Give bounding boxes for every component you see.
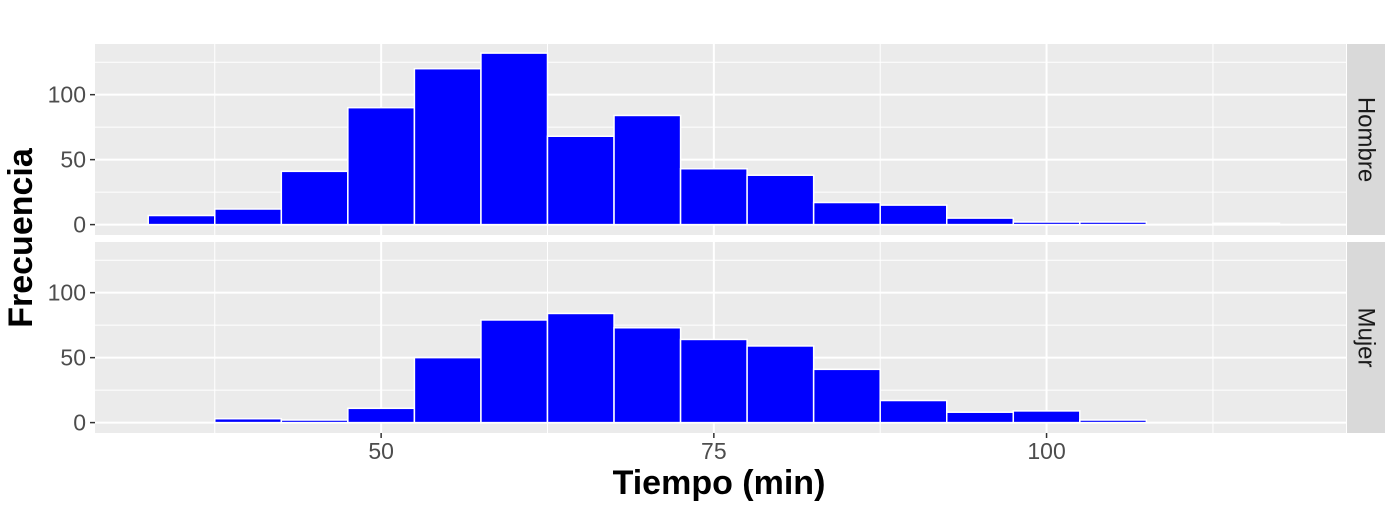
x-axis: 50 75 100 <box>368 433 1066 464</box>
y-axes: 0 50 100 0 50 100 <box>48 82 95 436</box>
y-tick-label: 0 <box>73 212 86 238</box>
x-tick-label: 75 <box>701 438 727 464</box>
x-tick-label: 50 <box>368 438 394 464</box>
y-tick-label: 100 <box>48 280 86 306</box>
histogram-bar <box>214 208 283 226</box>
histogram-bar <box>480 319 549 424</box>
x-axis-title: Tiempo (min) <box>613 464 826 502</box>
histogram-bar <box>812 368 881 424</box>
histogram-bar <box>546 135 615 226</box>
facet-strip <box>1347 242 1385 433</box>
histogram-bar <box>613 327 682 424</box>
y-tick-label: 0 <box>73 410 86 436</box>
histogram-bar <box>746 174 815 226</box>
histogram-bar <box>679 338 748 424</box>
histogram-bar <box>1012 221 1081 226</box>
facet-panel-mujer: Mujer <box>95 242 1385 433</box>
facet-panels: Hombre Mujer <box>95 44 1385 433</box>
histogram-bar <box>280 419 349 424</box>
histogram-bar <box>746 345 815 424</box>
y-axis-title: Frecuencia <box>2 147 40 328</box>
y-tick-label: 100 <box>48 82 86 108</box>
histogram-bar <box>147 214 216 226</box>
histogram-bar <box>679 167 748 226</box>
histogram-bar <box>613 114 682 226</box>
histogram-bar <box>347 106 416 226</box>
histogram-bar <box>1012 410 1081 424</box>
histogram-bar <box>347 407 416 424</box>
y-tick-label: 50 <box>60 345 86 371</box>
y-tick-label: 50 <box>60 147 86 173</box>
histogram-bar <box>879 399 948 424</box>
histogram-bar <box>214 417 283 424</box>
histogram-bar <box>945 217 1015 226</box>
histogram-bar <box>879 204 948 226</box>
histogram-bar <box>945 411 1015 424</box>
histogram-bar <box>413 67 482 226</box>
histogram-bar <box>546 312 615 424</box>
facet-strip-label: Mujer <box>1353 307 1380 367</box>
histogram-bar <box>1079 221 1148 226</box>
facet-panel-hombre: Hombre <box>95 44 1385 235</box>
x-tick-label: 100 <box>1027 438 1065 464</box>
facet-strip <box>1347 44 1385 235</box>
histogram-bar <box>480 52 549 226</box>
histogram-bar <box>280 170 349 226</box>
histogram-bar <box>413 356 482 424</box>
facet-strip-label: Hombre <box>1353 97 1380 182</box>
histogram-bar <box>1212 222 1281 226</box>
histogram-bar <box>1079 419 1148 424</box>
histogram-bar <box>812 201 881 226</box>
